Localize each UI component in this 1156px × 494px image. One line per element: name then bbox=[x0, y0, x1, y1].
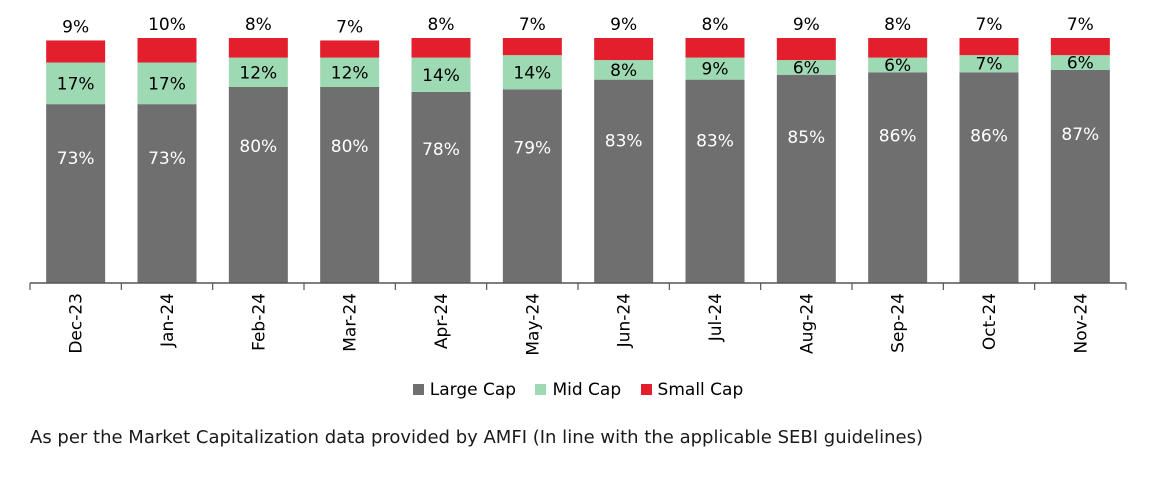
data-label-large-cap-nov-24: 87% bbox=[1061, 125, 1099, 145]
bar-small-cap-nov-24 bbox=[1050, 38, 1110, 56]
data-label-mid-cap-apr-24: 14% bbox=[422, 66, 460, 86]
bar-small-cap-mar-24 bbox=[320, 40, 380, 58]
bar-mid-cap-oct-24 bbox=[959, 55, 1019, 73]
data-label-mid-cap-oct-24: 7% bbox=[976, 55, 1003, 75]
data-label-small-cap-jun-24: 9% bbox=[610, 15, 637, 35]
bar-mid-cap-feb-24 bbox=[228, 57, 288, 87]
legend-swatch-mid-cap bbox=[535, 384, 547, 395]
bar-large-cap-jun-24 bbox=[594, 79, 654, 284]
bar-mid-cap-aug-24 bbox=[776, 60, 836, 75]
bar-mid-cap-jul-24 bbox=[685, 57, 745, 80]
bar-large-cap-dec-23 bbox=[46, 104, 106, 284]
bar-large-cap-apr-24 bbox=[411, 91, 471, 284]
footnote: As per the Market Capitalization data pr… bbox=[30, 427, 923, 448]
bar-mid-cap-nov-24 bbox=[1050, 55, 1110, 70]
data-label-mid-cap-feb-24: 12% bbox=[239, 63, 277, 83]
legend-swatch-small-cap bbox=[640, 384, 652, 395]
legend-item-small-cap: Small Cap bbox=[640, 380, 744, 400]
bar-small-cap-feb-24 bbox=[228, 38, 288, 58]
bar-large-cap-jul-24 bbox=[685, 79, 745, 284]
bar-mid-cap-jun-24 bbox=[594, 60, 654, 80]
bar-mid-cap-mar-24 bbox=[320, 57, 380, 87]
bar-mid-cap-dec-23 bbox=[46, 62, 106, 105]
bar-small-cap-jan-24 bbox=[137, 38, 197, 63]
bar-large-cap-feb-24 bbox=[228, 87, 288, 283]
data-label-small-cap-oct-24: 7% bbox=[976, 15, 1003, 35]
tick-label-jul-24: Jul-24 bbox=[706, 293, 726, 342]
data-label-large-cap-dec-23: 73% bbox=[57, 149, 95, 169]
data-label-large-cap-jun-24: 83% bbox=[605, 132, 643, 152]
legend-item-large-cap: Large Cap bbox=[412, 380, 517, 400]
tick-label-jun-24: Jun-24 bbox=[615, 293, 635, 348]
tick-label-dec-23: Dec-23 bbox=[67, 293, 87, 354]
bar-large-cap-nov-24 bbox=[1050, 69, 1110, 283]
legend-label-mid-cap: Mid Cap bbox=[552, 380, 622, 400]
bar-small-cap-sep-24 bbox=[868, 38, 928, 58]
data-label-mid-cap-mar-24: 12% bbox=[331, 63, 369, 83]
data-label-small-cap-may-24: 7% bbox=[519, 15, 546, 35]
bar-small-cap-oct-24 bbox=[959, 38, 1019, 56]
tick-label-oct-24: Oct-24 bbox=[980, 293, 1000, 350]
bar-large-cap-oct-24 bbox=[959, 72, 1019, 283]
bar-small-cap-apr-24 bbox=[411, 38, 471, 58]
data-label-large-cap-feb-24: 80% bbox=[239, 137, 277, 157]
data-label-mid-cap-jul-24: 9% bbox=[702, 60, 729, 80]
bar-small-cap-jun-24 bbox=[594, 38, 654, 61]
bar-mid-cap-apr-24 bbox=[411, 57, 471, 92]
bar-small-cap-jul-24 bbox=[685, 38, 745, 58]
chart-legend: Large Cap Mid Cap Small Cap bbox=[0, 380, 1156, 400]
data-label-small-cap-mar-24: 7% bbox=[336, 17, 363, 37]
data-label-small-cap-nov-24: 7% bbox=[1067, 15, 1094, 35]
tick-label-feb-24: Feb-24 bbox=[249, 293, 269, 351]
bar-mid-cap-may-24 bbox=[502, 55, 562, 90]
data-label-large-cap-oct-24: 86% bbox=[970, 127, 1008, 147]
data-label-large-cap-aug-24: 85% bbox=[787, 128, 825, 148]
bar-large-cap-mar-24 bbox=[320, 87, 380, 283]
data-label-small-cap-jan-24: 10% bbox=[148, 15, 186, 35]
legend-item-mid-cap: Mid Cap bbox=[535, 380, 621, 400]
tick-label-aug-24: Aug-24 bbox=[797, 293, 817, 354]
tick-label-nov-24: Nov-24 bbox=[1071, 293, 1091, 354]
data-label-large-cap-sep-24: 86% bbox=[879, 127, 917, 147]
data-label-small-cap-jul-24: 8% bbox=[702, 15, 729, 35]
data-label-mid-cap-nov-24: 6% bbox=[1067, 54, 1094, 74]
bar-mid-cap-jan-24 bbox=[137, 62, 197, 105]
bar-large-cap-aug-24 bbox=[776, 74, 836, 283]
legend-label-large-cap: Large Cap bbox=[429, 380, 517, 400]
bar-small-cap-aug-24 bbox=[776, 38, 836, 61]
bar-large-cap-may-24 bbox=[502, 89, 562, 283]
tick-label-jan-24: Jan-24 bbox=[158, 293, 178, 348]
data-label-mid-cap-sep-24: 6% bbox=[884, 56, 911, 76]
data-label-large-cap-mar-24: 80% bbox=[331, 137, 369, 157]
bar-mid-cap-sep-24 bbox=[868, 57, 928, 73]
tick-label-mar-24: Mar-24 bbox=[341, 293, 361, 352]
data-label-small-cap-apr-24: 8% bbox=[428, 15, 455, 35]
tick-label-apr-24: Apr-24 bbox=[432, 293, 452, 349]
tick-label-sep-24: Sep-24 bbox=[889, 293, 909, 353]
stacked-bar-chart: 73% 17% 9% Dec-23 73% 17% 10% Jan-24 80% 12% 8% Feb… bbox=[29, 15, 1127, 356]
bar-large-cap-sep-24 bbox=[868, 72, 928, 283]
data-label-small-cap-dec-23: 9% bbox=[62, 17, 89, 37]
bar-large-cap-jan-24 bbox=[137, 104, 197, 284]
legend-swatch-large-cap bbox=[412, 384, 424, 395]
data-label-large-cap-jul-24: 83% bbox=[696, 132, 734, 152]
data-label-large-cap-apr-24: 78% bbox=[422, 140, 460, 160]
legend-label-small-cap: Small Cap bbox=[657, 380, 744, 400]
data-label-mid-cap-may-24: 14% bbox=[513, 63, 551, 83]
data-label-mid-cap-jan-24: 17% bbox=[148, 74, 186, 94]
data-label-mid-cap-dec-23: 17% bbox=[57, 74, 95, 94]
bar-small-cap-may-24 bbox=[502, 38, 562, 56]
data-label-mid-cap-jun-24: 8% bbox=[610, 61, 637, 81]
data-label-large-cap-may-24: 79% bbox=[513, 139, 551, 159]
data-label-small-cap-sep-24: 8% bbox=[884, 15, 911, 35]
data-label-large-cap-jan-24: 73% bbox=[148, 149, 186, 169]
data-label-small-cap-feb-24: 8% bbox=[245, 15, 272, 35]
data-label-small-cap-aug-24: 9% bbox=[793, 15, 820, 35]
bar-small-cap-dec-23 bbox=[46, 40, 106, 63]
data-label-mid-cap-aug-24: 6% bbox=[793, 58, 820, 78]
tick-label-may-24: May-24 bbox=[523, 293, 543, 356]
